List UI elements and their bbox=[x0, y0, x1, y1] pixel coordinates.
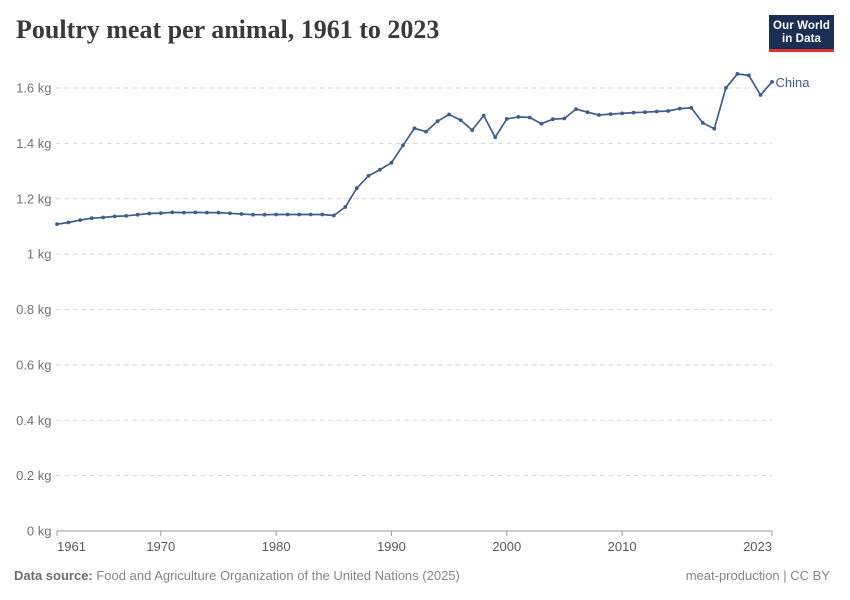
svg-text:1.2 kg: 1.2 kg bbox=[16, 191, 51, 206]
svg-text:0.6 kg: 0.6 kg bbox=[16, 357, 51, 372]
svg-text:2023: 2023 bbox=[743, 539, 772, 554]
svg-text:0.8 kg: 0.8 kg bbox=[16, 302, 51, 317]
svg-text:China: China bbox=[776, 75, 811, 90]
svg-text:2000: 2000 bbox=[492, 539, 521, 554]
svg-text:0.2 kg: 0.2 kg bbox=[16, 468, 51, 483]
svg-text:1990: 1990 bbox=[377, 539, 406, 554]
svg-text:1970: 1970 bbox=[146, 539, 175, 554]
svg-text:1.4 kg: 1.4 kg bbox=[16, 136, 51, 151]
svg-text:1.6 kg: 1.6 kg bbox=[16, 81, 51, 96]
svg-text:0 kg: 0 kg bbox=[27, 524, 52, 539]
svg-text:0.4 kg: 0.4 kg bbox=[16, 413, 51, 428]
svg-text:2010: 2010 bbox=[608, 539, 637, 554]
svg-text:1961: 1961 bbox=[57, 539, 86, 554]
svg-text:1 kg: 1 kg bbox=[27, 247, 52, 262]
svg-text:1980: 1980 bbox=[262, 539, 291, 554]
